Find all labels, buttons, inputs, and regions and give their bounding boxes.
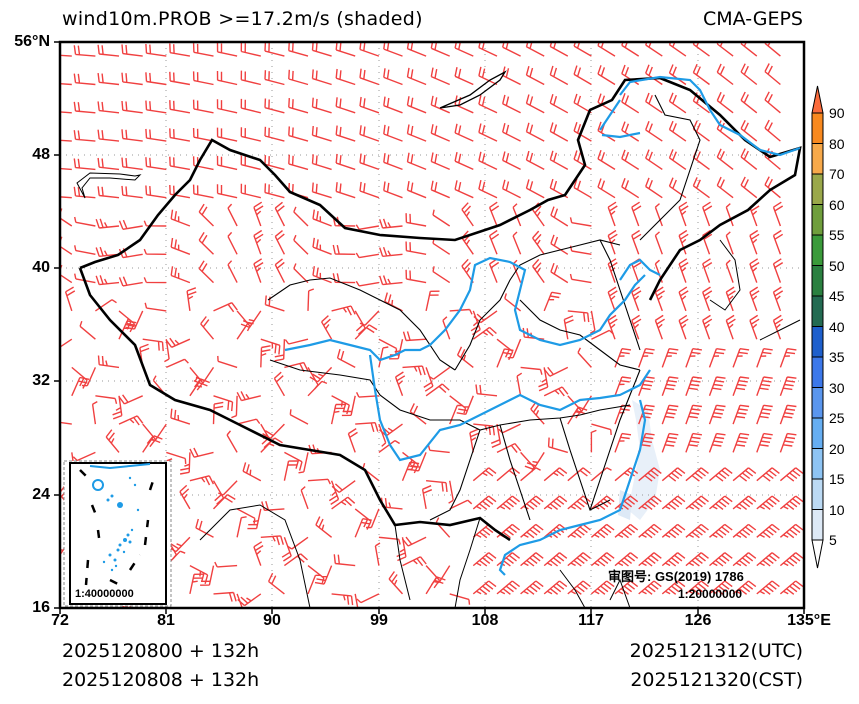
inset-scale-label: 1:40000000 [75, 588, 134, 600]
tick-marks [54, 41, 805, 614]
colorbar-label: 80 [829, 135, 845, 152]
colorbar-label: 55 [829, 227, 845, 243]
borders [76, 70, 802, 608]
y-tick-24: 24 [32, 486, 50, 503]
x-tick-72: 72 [51, 612, 69, 629]
model-label: CMA-GEPS [702, 8, 803, 30]
colorbar-label: 30 [829, 379, 845, 396]
y-tick-40: 40 [32, 259, 50, 276]
x-tick-81: 81 [157, 612, 175, 629]
y-tick-48: 48 [32, 146, 50, 163]
china-border [79, 76, 802, 301]
map-scale-label: 1:20000000 [678, 587, 743, 601]
colorbar-label: 5 [829, 532, 837, 548]
x-tick-117: 117 [578, 612, 604, 629]
colorbar-label: 20 [829, 440, 845, 457]
x-tick-108: 108 [471, 612, 499, 629]
x-tick-126: 126 [684, 612, 712, 629]
x-tick-99: 99 [370, 612, 388, 629]
wind-barbs [60, 42, 804, 608]
valid-time-utc: 2025121312(UTC) [629, 640, 803, 662]
colorbar-label: 15 [829, 471, 845, 487]
y-tick-32: 32 [32, 372, 50, 389]
valid-time-cst: 2025121320(CST) [630, 669, 803, 691]
colorbar-label: 10 [829, 501, 845, 518]
colorbar-label: 40 [829, 318, 845, 335]
chart-title: wind10m.PROB >=17.2m/s (shaded) [62, 8, 423, 30]
init-time-utc: 2025120800 + 132h [62, 640, 260, 662]
y-tick-16: 16 [32, 599, 50, 616]
colorbar [811, 85, 824, 569]
colorbar-label: 60 [829, 196, 845, 213]
south-china-sea-inset [63, 460, 172, 607]
rivers [284, 75, 801, 576]
colorbar-label: 25 [829, 410, 845, 426]
y-tick-56: 56°N [14, 33, 50, 50]
colorbar-label: 35 [829, 349, 845, 365]
map-review-number: 审图号: GS(2019) 1786 [608, 569, 744, 584]
plot-frame [58, 40, 806, 610]
x-tick-90: 90 [263, 612, 281, 629]
colorbar-label: 45 [829, 288, 845, 304]
init-time-cst: 2025120808 + 132h [62, 669, 260, 691]
colorbar-label: 90 [829, 105, 845, 121]
colorbar-label: 50 [829, 257, 845, 274]
colorbar-label: 70 [829, 166, 845, 182]
x-tick-135: 135°E [787, 612, 831, 629]
